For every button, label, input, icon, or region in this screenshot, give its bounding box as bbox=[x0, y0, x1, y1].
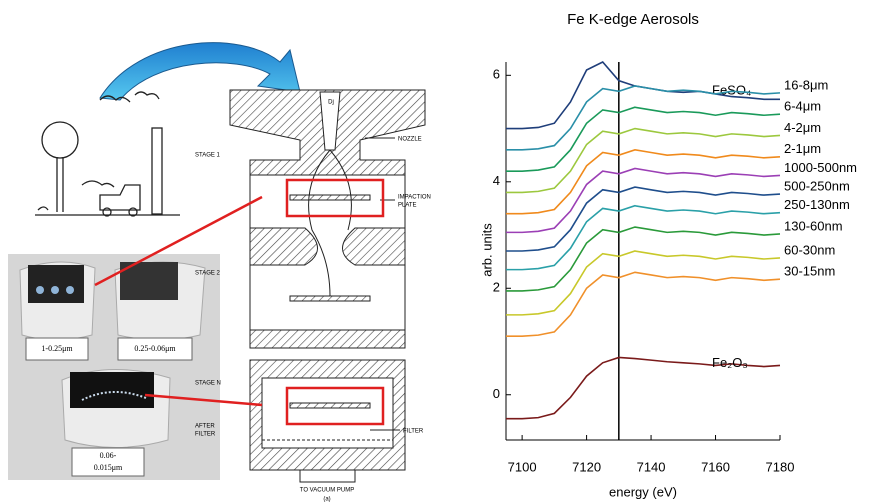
series-line bbox=[506, 272, 780, 336]
diagram-label: FILTER bbox=[195, 432, 216, 438]
series-label: 30-15nm bbox=[784, 264, 835, 279]
chart-title: Fe K-edge Aerosols bbox=[567, 11, 699, 28]
series-line bbox=[506, 107, 780, 171]
series-label: 500-250nm bbox=[784, 178, 850, 193]
series-label: FeSO₄ bbox=[712, 83, 751, 98]
diagram-label: IMPACTION bbox=[398, 195, 431, 201]
series-label: 2-1μm bbox=[784, 141, 821, 156]
factory-sketch bbox=[35, 92, 180, 216]
series-label: 4-2μm bbox=[784, 120, 821, 135]
diagram-label: STAGE 1 bbox=[195, 153, 221, 159]
diagram-label: Dj bbox=[328, 100, 334, 106]
diagram-label: NOZZLE bbox=[398, 137, 422, 143]
photo-label: 1-0.25μm bbox=[41, 344, 73, 353]
y-axis-label: arb. units bbox=[479, 223, 494, 277]
diagram-label: (a) bbox=[323, 497, 330, 503]
diagram-label: TO VACUUM PUMP bbox=[300, 488, 354, 494]
y-tick-label: 6 bbox=[493, 67, 500, 82]
y-tick-label: 0 bbox=[493, 386, 500, 401]
x-axis-label: energy (eV) bbox=[609, 484, 677, 499]
figure: 1-0.25μm 0.25-0.06μm 0.06- 0.015μm NOZZL… bbox=[0, 0, 886, 503]
series-line bbox=[506, 227, 780, 291]
photo-label: 0.25-0.06μm bbox=[134, 344, 176, 353]
series-line bbox=[506, 206, 780, 270]
x-tick-label: 7100 bbox=[508, 459, 537, 474]
series-line bbox=[506, 168, 780, 232]
series-label: 16-8μm bbox=[784, 77, 828, 92]
x-tick-label: 7160 bbox=[701, 459, 730, 474]
x-tick-label: 7120 bbox=[572, 459, 601, 474]
y-tick-label: 2 bbox=[493, 280, 500, 295]
diagram-label: STAGE 2 bbox=[195, 271, 221, 277]
x-tick-label: 7140 bbox=[637, 459, 666, 474]
photo-label: 0.015μm bbox=[94, 463, 123, 472]
series-label: 6-4μm bbox=[784, 99, 821, 114]
photo-label: 0.06- bbox=[100, 451, 117, 460]
series-line bbox=[506, 150, 780, 214]
series-label: 130-60nm bbox=[784, 218, 843, 233]
series-label: 250-130nm bbox=[784, 197, 850, 212]
series-label: 1000-500nm bbox=[784, 160, 857, 175]
series-label: Fe₂O₃ bbox=[712, 355, 748, 370]
diagram-label: STAGE N bbox=[195, 381, 221, 387]
x-tick-label: 7180 bbox=[766, 459, 795, 474]
series-label: 60-30nm bbox=[784, 242, 835, 257]
series-line bbox=[506, 251, 780, 315]
page: 1-0.25μm 0.25-0.06μm 0.06- 0.015μm NOZZL… bbox=[0, 0, 886, 503]
photo-panel bbox=[8, 254, 220, 480]
y-tick-label: 4 bbox=[493, 173, 500, 188]
diagram-label: PLATE bbox=[398, 203, 417, 209]
diagram-label: AFTER bbox=[195, 424, 215, 430]
diagram-label: FILTER bbox=[403, 429, 424, 435]
series-line bbox=[506, 187, 780, 251]
series-line bbox=[506, 129, 780, 193]
